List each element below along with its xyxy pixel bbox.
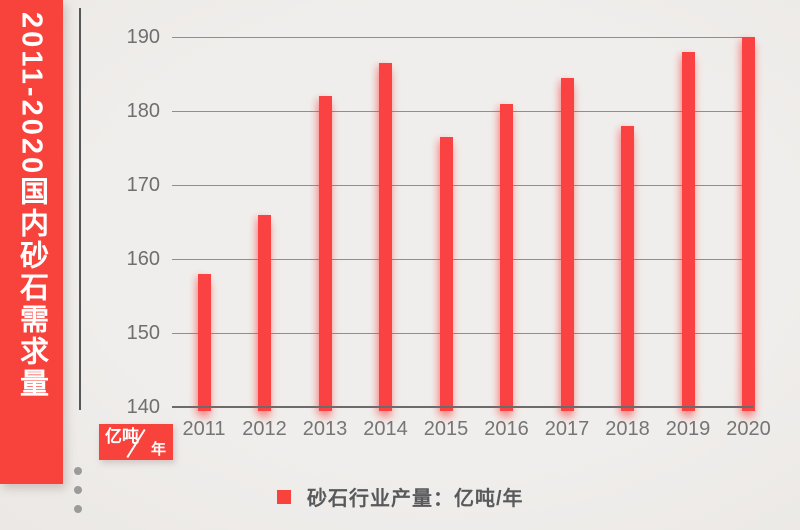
chart-legend: 砂石行业产量：亿吨/年: [277, 482, 524, 511]
dot-icon: [74, 505, 82, 513]
x-tick-label: 2011: [182, 418, 226, 440]
decorative-dots: [74, 467, 82, 513]
x-tick-label: 2018: [605, 418, 650, 440]
y-tick-label: 140: [126, 396, 160, 418]
y-tick-label: 190: [126, 26, 160, 48]
legend-label: 砂石行业产量：亿吨/年: [307, 488, 524, 510]
gridline: [172, 184, 753, 186]
bar-2019: [681, 51, 695, 411]
gridline: [172, 36, 753, 38]
page-title: 2011-2020国内砂石需求量: [15, 12, 48, 401]
bar-2014: [379, 62, 392, 411]
x-tick-label: 2016: [484, 418, 529, 440]
title-banner: 2011-2020国内砂石需求量: [0, 0, 63, 484]
legend-swatch-icon: [277, 489, 291, 504]
unit-numerator: 亿吨: [105, 427, 139, 446]
bar-2015: [439, 136, 453, 411]
bar-2018: [621, 125, 634, 411]
unit-denominator: 年: [150, 441, 166, 458]
y-tick-label: 150: [126, 322, 160, 344]
bar-2020: [742, 37, 755, 411]
axis-unit-badge: 亿吨 年: [99, 424, 173, 460]
plot-area: 140 150 160 170 180 190 2011 2012 2013 2014 2015 20…: [127, 27, 771, 439]
x-tick-label: 2015: [423, 418, 469, 440]
dot-icon: [74, 467, 82, 475]
x-axis-line: [172, 406, 753, 408]
gridline: [172, 258, 753, 260]
x-tick-label: 2017: [544, 418, 590, 440]
y-tick-label: 170: [126, 174, 160, 196]
gridline: [172, 332, 753, 334]
bar-2013: [318, 96, 332, 411]
bar-2011: [197, 273, 211, 411]
bar-2012: [258, 214, 271, 411]
bar-2016: [500, 103, 513, 411]
x-tick-label: 2020: [726, 418, 771, 440]
bar-2017: [560, 77, 574, 411]
vertical-divider-line: [79, 8, 81, 410]
x-tick-label: 2014: [363, 418, 408, 440]
y-tick-label: 160: [126, 248, 160, 270]
x-tick-label: 2013: [302, 418, 348, 440]
x-tick-label: 2012: [242, 418, 287, 440]
y-tick-label: 180: [126, 100, 160, 122]
dot-icon: [74, 486, 82, 494]
x-tick-label: 2019: [665, 418, 711, 440]
gridline: [172, 110, 753, 112]
